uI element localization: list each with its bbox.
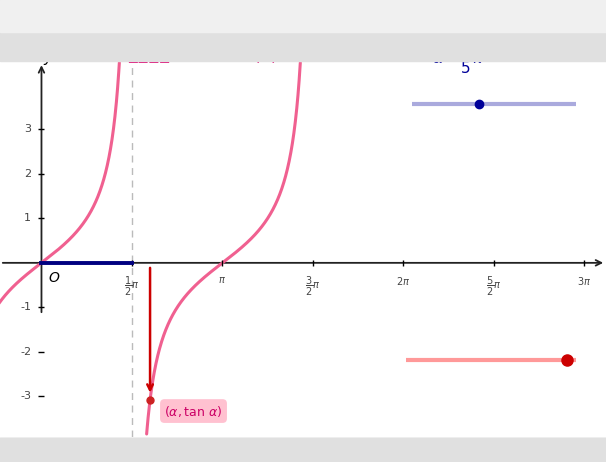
- Text: 登录: 登录: [581, 7, 591, 16]
- Text: -2: -2: [20, 347, 31, 357]
- Text: 3: 3: [24, 124, 31, 134]
- Text: $\dfrac{5}{2}\pi$: $\dfrac{5}{2}\pi$: [486, 275, 502, 298]
- Text: 1: 1: [24, 213, 31, 223]
- Text: $2\pi$: $2\pi$: [396, 275, 410, 287]
- Text: $f(x) = \tan\, x$: $f(x) = \tan\, x$: [248, 45, 342, 66]
- Text: $O$: $O$: [48, 271, 61, 285]
- Text: $3\pi$: $3\pi$: [578, 275, 591, 287]
- Text: 2: 2: [24, 169, 31, 179]
- Text: $\pi$: $\pi$: [218, 275, 227, 286]
- Text: -1: -1: [20, 303, 31, 312]
- Text: $y$: $y$: [42, 51, 54, 67]
- Text: 输入：: 输入：: [6, 25, 24, 35]
- Text: -3: -3: [20, 391, 31, 401]
- Text: 文件  编辑  视图  选项  工具  窗口  帮助: 文件 编辑 视图 选项 工具 窗口 帮助: [9, 7, 110, 16]
- Text: $\alpha = \dfrac{3}{5}\pi$: $\alpha = \dfrac{3}{5}\pi$: [431, 44, 484, 76]
- Text: 正切函数: 正切函数: [127, 47, 170, 64]
- Text: $\dfrac{1}{2}\pi$: $\dfrac{1}{2}\pi$: [124, 275, 139, 298]
- Text: $\dfrac{3}{2}\pi$: $\dfrac{3}{2}\pi$: [305, 275, 321, 298]
- Text: $(\alpha,\tan\,\alpha)$: $(\alpha,\tan\,\alpha)$: [164, 403, 222, 419]
